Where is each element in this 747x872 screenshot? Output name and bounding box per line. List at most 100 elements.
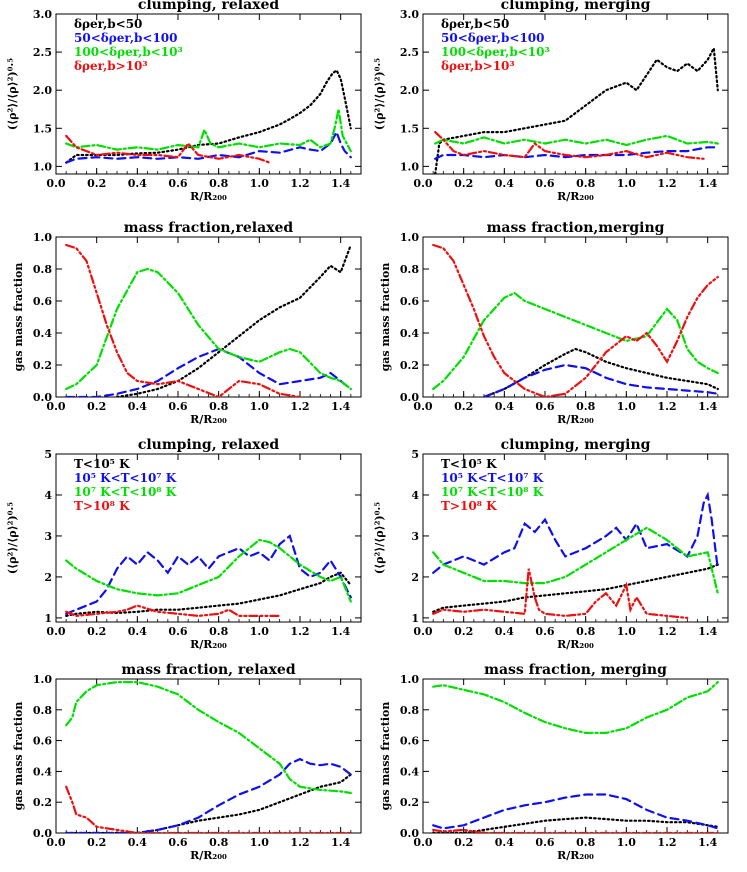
y-tick-label: 0.4	[33, 765, 52, 778]
y-tick-label: 1	[44, 612, 52, 625]
x-tick-label: 1.2	[657, 177, 676, 190]
series-line-red	[65, 243, 302, 397]
y-tick-label: 4	[44, 489, 52, 502]
x-tick-label: 0.8	[209, 177, 228, 190]
series-line-red	[65, 604, 281, 618]
legend-entry: δρer,b>10³	[441, 59, 515, 73]
chart-title: mass fraction, merging	[484, 662, 667, 678]
x-tick-label: 1.0	[617, 400, 636, 413]
series-line-red	[65, 785, 352, 833]
y-tick-label: 1.0	[400, 160, 419, 173]
series-line-black	[482, 347, 719, 397]
chart-title: clumping, relaxed	[138, 437, 280, 453]
y-tick-label: 1	[411, 612, 419, 625]
y-tick-label: 1.0	[33, 160, 52, 173]
series-line-blue	[65, 129, 352, 164]
x-tick-label: 1.4	[698, 625, 717, 638]
y-axis-label: gas mass fraction	[379, 702, 392, 811]
series-line-green	[432, 526, 719, 595]
x-axis-label: R/R₂₀₀	[557, 190, 594, 203]
y-tick-label: 3.0	[33, 8, 52, 21]
y-tick-label: 3	[44, 530, 52, 543]
y-tick-label: 0.2	[33, 796, 52, 809]
x-tick-label: 1.4	[331, 836, 350, 849]
y-tick-label: 0.8	[400, 263, 419, 276]
chart-panel-5: clumping, relaxed 0.0 0.2 0.4 0.6 0.8 1.0 1.2 1.…	[6, 437, 362, 651]
legend-entry: δρer,b<50	[441, 17, 509, 31]
y-tick-label: 0.8	[33, 704, 52, 717]
x-tick-label: 0.2	[87, 836, 106, 849]
legend-entry: T<10⁵ K	[74, 457, 130, 471]
x-axis-label: R/R₂₀₀	[557, 638, 594, 651]
series-line-black	[115, 243, 352, 397]
x-axis-label: R/R₂₀₀	[190, 190, 227, 203]
y-tick-label: 1.5	[33, 122, 52, 135]
x-tick-label: 0.2	[454, 836, 473, 849]
x-tick-label: 1.0	[250, 836, 269, 849]
y-tick-label: 2.0	[33, 84, 52, 97]
chart-title: mass fraction, relaxed	[121, 662, 295, 678]
x-tick-label: 0.6	[168, 400, 187, 413]
x-tick-label: 0.8	[209, 400, 228, 413]
y-axis-label: (⟨ρ²⟩/⟨ρ⟩²)⁰·⁵	[373, 58, 386, 130]
series-line-green	[432, 291, 719, 391]
x-tick-label: 0.4	[128, 177, 147, 190]
x-tick-label: 0.6	[535, 177, 554, 190]
y-tick-label: 5	[44, 448, 52, 461]
chart-panel-7: mass fraction, relaxed 0.0 0.2 0.4 0.6 0.8 1.0…	[12, 662, 362, 862]
x-tick-label: 1.4	[698, 400, 717, 413]
x-tick-label: 0.6	[535, 400, 554, 413]
x-tick-label: 1.0	[250, 625, 269, 638]
y-axis-label: (⟨ρ²⟩/⟨ρ⟩²)⁰·⁵	[6, 502, 19, 574]
y-tick-label: 0.0	[33, 827, 52, 840]
y-axis-label: (⟨ρ²⟩/⟨ρ⟩²)⁰·⁵	[373, 502, 386, 574]
y-tick-label: 4	[411, 489, 419, 502]
chart-title: clumping, relaxed	[138, 0, 280, 13]
x-axis-label: R/R₂₀₀	[557, 849, 594, 862]
y-tick-label: 0.6	[33, 295, 52, 308]
series-line-red	[65, 134, 271, 164]
x-tick-label: 0.4	[495, 400, 514, 413]
legend-entry: 50<δρer,b<100	[74, 31, 178, 45]
series-line-green	[434, 134, 719, 147]
legend-entry: 10⁵ K<T<10⁷ K	[441, 471, 544, 485]
x-tick-label: 0.0	[46, 625, 65, 638]
x-tick-label: 0.8	[576, 400, 595, 413]
y-tick-label: 0.0	[400, 827, 419, 840]
x-tick-label: 0.2	[454, 177, 473, 190]
y-axis-label: gas mass fraction	[379, 263, 392, 372]
y-tick-label: 0.2	[33, 359, 52, 372]
y-tick-label: 3.0	[400, 8, 419, 21]
series-line-green	[432, 680, 719, 735]
y-tick-label: 1.0	[33, 231, 52, 244]
legend-entry: δρer,b<50	[74, 17, 142, 31]
y-tick-label: 0.2	[400, 359, 419, 372]
x-tick-label: 0.0	[413, 836, 432, 849]
chart-title: mass fraction,relaxed	[124, 220, 294, 236]
legend-entry: 100<δρer,b<10³	[441, 45, 550, 59]
x-tick-label: 0.6	[168, 836, 187, 849]
x-tick-label: 0.0	[46, 836, 65, 849]
plot-frame	[422, 236, 729, 398]
x-tick-label: 1.2	[290, 400, 309, 413]
series-line-blue	[65, 534, 352, 615]
y-tick-label: 0.6	[400, 295, 419, 308]
x-tick-label: 1.0	[250, 177, 269, 190]
chart-panel-1: clumping, relaxed 0.0 0.2 0.4 0.6 0.8 1.0 1.2 1.…	[6, 0, 362, 203]
x-tick-label: 0.0	[46, 400, 65, 413]
series-line-blue	[65, 347, 352, 397]
y-tick-label: 0.6	[400, 735, 419, 748]
y-axis-label: gas mass fraction	[12, 263, 25, 372]
x-tick-label: 0.2	[454, 625, 473, 638]
plot-frame	[422, 678, 729, 834]
y-tick-label: 3	[411, 530, 419, 543]
legend-entry: 10⁷ K<T<10⁸ K	[441, 485, 544, 499]
x-tick-label: 0.6	[535, 625, 554, 638]
y-tick-label: 0.0	[400, 391, 419, 404]
x-tick-label: 0.2	[87, 177, 106, 190]
y-tick-label: 0.4	[400, 765, 419, 778]
y-tick-label: 1.0	[400, 673, 419, 686]
x-tick-label: 0.0	[413, 625, 432, 638]
x-tick-label: 0.8	[209, 836, 228, 849]
